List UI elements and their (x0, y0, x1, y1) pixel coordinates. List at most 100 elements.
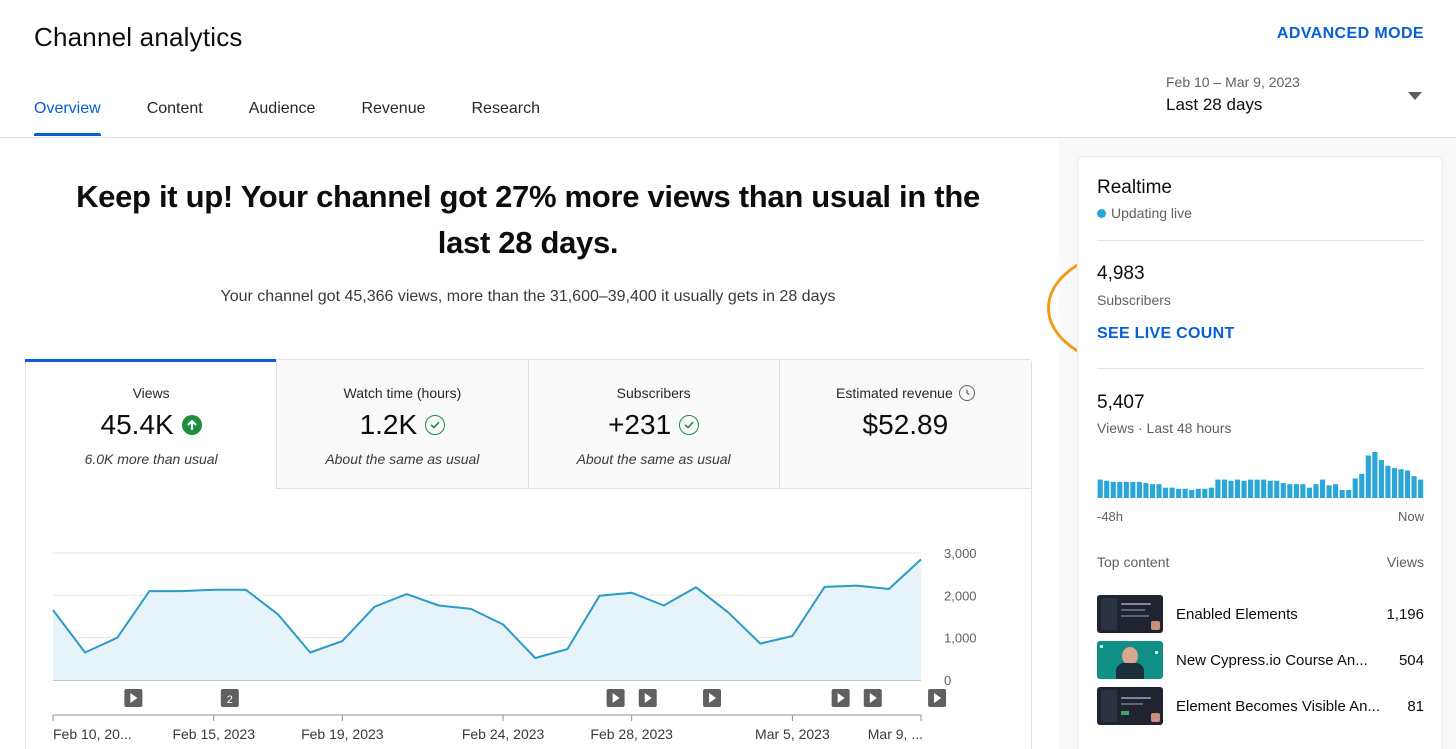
video-thumbnail (1097, 687, 1163, 725)
metric-label-text: Estimated revenue (836, 385, 953, 401)
realtime-bar (1293, 484, 1299, 498)
check-circle-icon (425, 415, 446, 435)
realtime-bar (1149, 484, 1156, 498)
realtime-bar (1195, 488, 1201, 498)
realtime-bar (1202, 488, 1208, 498)
realtime-bar (1391, 468, 1398, 498)
realtime-bar (1182, 488, 1188, 498)
realtime-bar (1306, 487, 1313, 498)
realtime-bar (1365, 455, 1371, 498)
top-content-views-header: Views (1386, 554, 1424, 570)
top-content-item[interactable]: New Cypress.io Course An... 504 (1097, 640, 1424, 680)
tab-content[interactable]: Content (146, 100, 203, 117)
video-marker-icon[interactable] (863, 689, 882, 707)
metric-tab-watch-time[interactable]: Watch time (hours) 1.2K About the same a… (277, 360, 529, 489)
date-range-label: Last 28 days (1166, 95, 1263, 114)
top-content-title: Enabled Elements (1176, 605, 1298, 623)
x-tick-label: Feb 19, 2023 (301, 726, 384, 742)
realtime-bar (1136, 481, 1142, 498)
tab-bar: Overview Content Audience Revenue Resear… (34, 100, 540, 136)
marker-label: 2 (227, 694, 233, 706)
tab-research[interactable]: Research (471, 100, 540, 117)
realtime-bar (1404, 470, 1411, 498)
play-icon (644, 693, 652, 703)
tab-revenue[interactable]: Revenue (361, 100, 426, 117)
realtime-title: Realtime (1097, 177, 1172, 198)
realtime-bar (1117, 481, 1123, 498)
video-thumbnail (1097, 641, 1163, 679)
realtime-bar (1176, 488, 1182, 498)
realtime-bar (1254, 479, 1260, 498)
top-content-views: 504 (1398, 651, 1424, 669)
video-marker-icon[interactable] (124, 689, 143, 707)
realtime-bar (1104, 480, 1110, 498)
realtime-bar (1228, 480, 1234, 498)
views-chart: 3,000 2,000 1,000 0 2 Feb 10, 20... Feb 15, 20… (52, 546, 977, 742)
realtime-status-text: Updating live (1111, 205, 1192, 221)
date-range-picker[interactable]: Feb 10 – Mar 9, 2023 Last 28 days (1166, 74, 1428, 122)
clock-icon[interactable] (958, 385, 975, 401)
page-title: Channel analytics (34, 22, 243, 52)
video-marker-icon[interactable] (703, 689, 722, 707)
play-icon (869, 693, 877, 703)
realtime-bar (1300, 484, 1306, 498)
y-tick-label: 2,000 (944, 588, 977, 603)
live-dot-icon (1097, 208, 1106, 218)
video-marker-icon[interactable] (928, 689, 947, 707)
metric-tab-revenue[interactable]: Estimated revenue $52.89 (779, 360, 1031, 489)
top-content-header: Top content (1097, 554, 1170, 570)
metric-value: 1.2K (277, 409, 527, 441)
video-thumbnail (1097, 595, 1163, 633)
marker-box (220, 689, 239, 707)
realtime-bar (1110, 481, 1116, 498)
realtime-bar (1319, 479, 1326, 498)
metric-tab-views[interactable]: Views 45.4K 6.0K more than usual (24, 359, 278, 489)
realtime-bar (1215, 479, 1221, 498)
top-content-item[interactable]: Element Becomes Visible An... 81 (1097, 686, 1424, 726)
realtime-axis-start: -48h (1097, 509, 1124, 524)
y-tick-label: 1,000 (944, 631, 977, 646)
realtime-bar (1130, 481, 1136, 498)
metric-label: Estimated revenue (780, 385, 1031, 401)
metric-label-text: Views (132, 385, 170, 401)
play-icon (837, 693, 845, 703)
metric-note: About the same as usual (325, 451, 480, 467)
tab-overview[interactable]: Overview (34, 100, 101, 136)
header-divider (0, 137, 1456, 138)
realtime-views-label: Views · Last 48 hours (1097, 420, 1232, 436)
realtime-bar (1169, 487, 1175, 498)
video-marker-icon[interactable] (638, 689, 657, 707)
x-tick-label: Feb 28, 2023 (590, 726, 673, 742)
realtime-bar (1248, 479, 1254, 498)
x-tick-label: Feb 10, 20... (53, 726, 132, 742)
summary-subline: Your channel got 45,366 views, more than… (220, 288, 836, 305)
chart-line (52, 558, 922, 659)
realtime-bar (1241, 480, 1247, 498)
top-content-views: 81 (1407, 697, 1424, 715)
advanced-mode-button[interactable]: ADVANCED MODE (1276, 25, 1424, 42)
metric-tab-subscribers[interactable]: Subscribers +231 About the same as usual (528, 360, 780, 489)
caret-down-icon (1408, 92, 1422, 100)
see-live-count-link[interactable]: SEE LIVE COUNT (1097, 325, 1235, 342)
realtime-bar-chart (1097, 452, 1424, 498)
video-marker-icon[interactable] (831, 689, 850, 707)
realtime-bar (1221, 479, 1227, 498)
metrics-card: Views 45.4K 6.0K more than usual Watch t… (24, 359, 1032, 749)
check-circle-icon (679, 415, 700, 435)
video-marker-icon[interactable] (606, 689, 625, 707)
top-content-views: 1,196 (1386, 605, 1424, 623)
metric-label: Subscribers (529, 385, 779, 401)
realtime-bar (1208, 487, 1214, 498)
tab-audience[interactable]: Audience (248, 100, 316, 117)
top-content-item[interactable]: Enabled Elements 1,196 (1097, 594, 1424, 634)
divider (1097, 240, 1424, 241)
metric-value-text: 1.2K (359, 409, 418, 440)
realtime-bar (1346, 489, 1352, 498)
video-count-marker[interactable]: 2 (220, 689, 239, 707)
metric-value: $52.89 (780, 409, 1031, 441)
realtime-bar (1097, 479, 1103, 498)
realtime-bar (1385, 465, 1391, 498)
realtime-bar (1359, 473, 1365, 498)
realtime-axis-end: Now (1397, 509, 1424, 524)
metric-value: 45.4K (26, 409, 276, 441)
